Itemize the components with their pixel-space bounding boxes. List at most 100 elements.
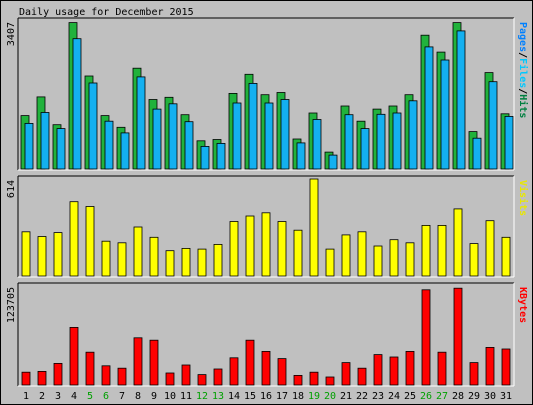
bar-kbytes bbox=[37, 370, 47, 386]
panel-kbytes: 123705 KBytes bbox=[6, 282, 528, 387]
bar-visits bbox=[37, 236, 47, 277]
bar-visits bbox=[405, 242, 415, 277]
bar-files bbox=[88, 82, 98, 170]
chart-panels: 3407 Pages/Files/Hits 614 Visits 123705 KByte… bbox=[6, 17, 529, 387]
bar-files bbox=[24, 123, 34, 170]
bar-visits bbox=[165, 250, 175, 277]
bar-visits bbox=[501, 236, 511, 277]
bar-visits bbox=[357, 231, 367, 277]
bar-files bbox=[440, 59, 450, 170]
x-tick-label: 17 bbox=[276, 391, 288, 402]
bar-files bbox=[392, 112, 402, 170]
bar-files bbox=[472, 137, 482, 170]
bar-visits bbox=[437, 224, 447, 277]
bar-files bbox=[488, 81, 498, 170]
x-tick-label: 8 bbox=[135, 391, 141, 402]
bar-files bbox=[72, 38, 82, 170]
bar-files bbox=[344, 114, 354, 170]
bar-visits bbox=[53, 232, 63, 277]
x-tick-label: 26 bbox=[420, 391, 432, 402]
bar-kbytes bbox=[53, 362, 63, 386]
bar-files bbox=[168, 103, 178, 170]
x-tick-label: 18 bbox=[292, 391, 304, 402]
bar-visits bbox=[261, 212, 271, 277]
bar-visits bbox=[101, 240, 111, 277]
bar-files bbox=[360, 128, 370, 170]
legend-entry: Hits bbox=[517, 94, 529, 118]
bar-visits bbox=[133, 226, 143, 277]
bar-visits bbox=[293, 229, 303, 277]
x-tick-label: 4 bbox=[71, 391, 77, 402]
bar-kbytes bbox=[197, 374, 207, 386]
bars-visits bbox=[21, 178, 511, 277]
x-tick-label: 1 bbox=[23, 391, 29, 402]
bar-files bbox=[264, 102, 274, 170]
bar-kbytes bbox=[309, 371, 319, 386]
bar-visits bbox=[197, 248, 207, 277]
bar-kbytes bbox=[85, 351, 95, 386]
x-tick-label: 3 bbox=[55, 391, 61, 402]
bar-files bbox=[424, 46, 434, 170]
legend-entry: / bbox=[517, 88, 528, 94]
bar-kbytes bbox=[165, 372, 175, 386]
y-max-label-hits: 3407 bbox=[6, 22, 17, 46]
bar-kbytes bbox=[421, 289, 431, 386]
legend-entry: / bbox=[517, 52, 528, 58]
legend-entry: KBytes bbox=[517, 287, 528, 323]
bars-kbytes bbox=[21, 287, 511, 386]
bar-kbytes bbox=[501, 348, 511, 386]
bar-kbytes bbox=[437, 351, 447, 386]
legend-entry: Visits bbox=[517, 180, 529, 216]
x-axis-labels: 1 2 3 4 5 6 7 8 9 10 11 12 13 14 15 16 17 18 19 20 21 22 23 24 2… bbox=[23, 391, 512, 402]
x-tick-label: 15 bbox=[244, 391, 256, 402]
bar-visits bbox=[277, 221, 287, 277]
bar-visits bbox=[325, 248, 335, 277]
bar-kbytes bbox=[245, 339, 255, 386]
y-max-label-kbytes: 123705 bbox=[6, 287, 17, 323]
bar-files bbox=[376, 113, 386, 170]
bar-kbytes bbox=[101, 365, 111, 386]
bar-files bbox=[216, 142, 226, 170]
x-tick-label: 13 bbox=[212, 391, 224, 402]
bar-visits bbox=[485, 220, 495, 277]
bar-kbytes bbox=[117, 367, 127, 386]
bar-visits bbox=[85, 206, 95, 277]
bar-kbytes bbox=[149, 339, 159, 386]
x-tick-label: 16 bbox=[260, 391, 272, 402]
bar-visits bbox=[213, 243, 223, 277]
x-tick-label: 5 bbox=[87, 391, 93, 402]
bar-visits bbox=[453, 208, 463, 277]
panel-visits: 614 Visits bbox=[6, 175, 529, 278]
bar-kbytes bbox=[261, 350, 271, 386]
legend-kbytes: KBytes bbox=[517, 287, 528, 323]
panel-hits: 3407 Pages/Files/Hits bbox=[6, 17, 529, 171]
bar-files bbox=[248, 83, 258, 170]
x-tick-label: 20 bbox=[324, 391, 336, 402]
bar-kbytes bbox=[21, 371, 31, 386]
x-tick-label: 19 bbox=[308, 391, 320, 402]
x-tick-label: 21 bbox=[340, 391, 352, 402]
bar-files bbox=[328, 154, 338, 170]
bar-visits bbox=[421, 224, 431, 277]
x-tick-label: 2 bbox=[39, 391, 45, 402]
x-tick-label: 10 bbox=[164, 391, 176, 402]
x-tick-label: 6 bbox=[103, 391, 109, 402]
bar-files bbox=[312, 119, 322, 170]
bar-visits bbox=[373, 245, 383, 277]
bar-kbytes bbox=[485, 346, 495, 386]
legend-hits: Pages/Files/Hits bbox=[517, 22, 529, 118]
x-tick-label: 25 bbox=[404, 391, 416, 402]
x-tick-label: 7 bbox=[119, 391, 125, 402]
bar-visits bbox=[309, 178, 319, 277]
x-tick-label: 11 bbox=[180, 391, 192, 402]
x-tick-label: 24 bbox=[388, 391, 400, 402]
bar-files bbox=[200, 145, 210, 170]
bar-kbytes bbox=[229, 357, 239, 386]
bar-files bbox=[296, 142, 306, 170]
bar-files bbox=[40, 112, 50, 170]
bars-hits bbox=[20, 22, 514, 170]
x-tick-label: 27 bbox=[436, 391, 448, 402]
bar-visits bbox=[181, 247, 191, 277]
bar-visits bbox=[229, 221, 239, 277]
